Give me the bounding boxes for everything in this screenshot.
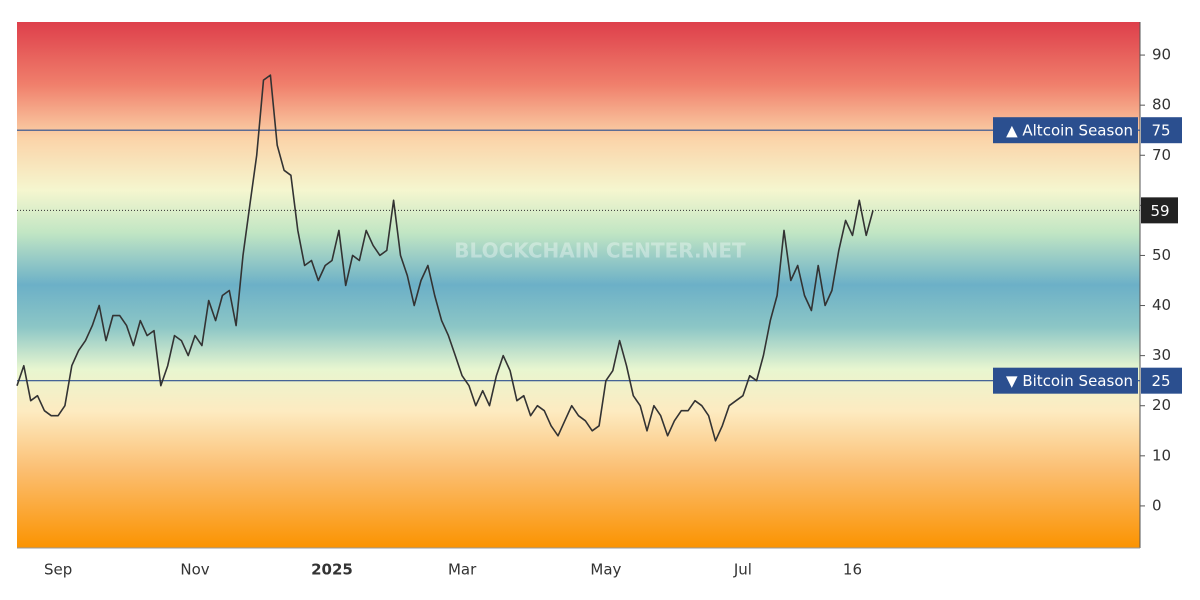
y-tick-label: 20 [1152,396,1171,414]
threshold-value-box [1141,367,1182,394]
threshold-label: ▼ Bitcoin Season [1006,372,1133,390]
y-tick-label: 30 [1152,346,1171,364]
current-value-label: 59 [1150,202,1169,220]
y-tick-label: 50 [1152,246,1171,264]
current-value-box [1141,197,1178,224]
threshold-label-box [993,367,1138,394]
y-tick-label: 70 [1152,146,1171,164]
threshold-value-box [1141,117,1182,144]
y-tick-label: 90 [1152,46,1171,64]
y-tick-label: 0 [1152,496,1162,514]
x-tick-label: Nov [180,561,209,579]
threshold-label-box [993,117,1138,144]
x-tick-label: Sep [44,561,72,579]
x-tick-label: May [590,561,621,579]
threshold-value: 25 [1151,372,1170,390]
x-tick-label: Mar [448,561,477,579]
watermark: BLOCKCHAIN CENTER.NET [454,239,746,263]
threshold-value: 75 [1151,122,1170,140]
data-line [16,74,874,442]
y-tick-label: 40 [1152,296,1171,314]
x-tick-label: 16 [843,561,862,579]
y-tick-label: 10 [1152,446,1171,464]
x-tick-label: Jul [733,561,752,579]
plot-background [17,22,1140,548]
threshold-label: ▲ Altcoin Season [1006,122,1133,140]
y-tick-label: 80 [1152,96,1171,114]
x-tick-label: 2025 [311,561,353,579]
